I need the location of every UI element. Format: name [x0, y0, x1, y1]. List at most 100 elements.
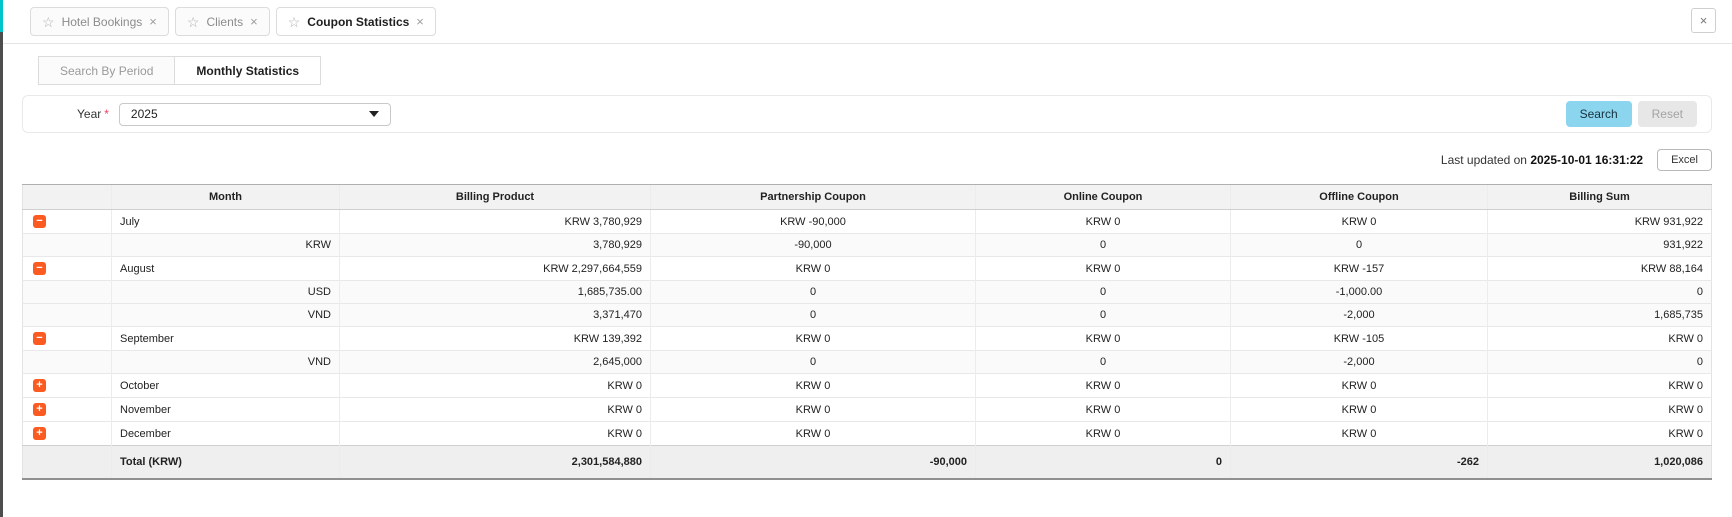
- col-header-billing-product: Billing Product: [339, 184, 651, 210]
- currency-label-cell: VND: [111, 350, 340, 374]
- online-coupon-cell: KRW 0: [975, 209, 1231, 234]
- close-icon[interactable]: ×: [416, 14, 424, 29]
- month-label-cell: December: [111, 421, 340, 446]
- table-row-september: − September KRW 139,392 KRW 0 KRW 0 KRW -105 K…: [22, 326, 1712, 351]
- filter-panel: Year * 2025 Search Reset: [22, 95, 1712, 133]
- col-header-month: Month: [111, 184, 340, 210]
- billing-sum-cell: KRW 88,164: [1487, 256, 1712, 281]
- required-asterisk: *: [104, 107, 109, 121]
- total-row: Total (KRW) 2,301,584,880 -90,000 0 -262…: [22, 445, 1712, 480]
- col-header-toggle: [22, 184, 112, 210]
- billing-sum-cell: KRW 0: [1487, 397, 1712, 422]
- tab-hotel-bookings[interactable]: ☆ Hotel Bookings ×: [30, 7, 169, 36]
- table-row-usd: USD 1,685,735.00 0 0 -1,000.00 0: [22, 280, 1712, 304]
- subtab-monthly-statistics[interactable]: Monthly Statistics: [174, 56, 322, 85]
- star-icon[interactable]: ☆: [287, 13, 301, 30]
- total-offline-coupon-cell: -262: [1230, 445, 1488, 480]
- row-toggle-cell: [22, 280, 112, 304]
- month-label-cell: October: [111, 373, 340, 398]
- year-select-value: 2025: [130, 107, 158, 121]
- expand-plus-icon[interactable]: +: [33, 379, 46, 392]
- online-coupon-cell: 0: [975, 280, 1231, 304]
- billing-product-cell: KRW 2,297,664,559: [339, 256, 651, 281]
- billing-sum-cell: 931,922: [1487, 233, 1712, 257]
- row-toggle-cell: −: [22, 256, 112, 281]
- close-all-tabs-button[interactable]: ×: [1691, 8, 1716, 33]
- collapse-minus-icon[interactable]: −: [33, 262, 46, 275]
- offline-coupon-cell: -2,000: [1230, 303, 1488, 327]
- collapse-minus-icon[interactable]: −: [33, 332, 46, 345]
- subtab-search-by-period[interactable]: Search By Period: [38, 56, 176, 85]
- offline-coupon-cell: 0: [1230, 233, 1488, 257]
- tab-label: Hotel Bookings: [61, 14, 143, 29]
- table-header: Month Billing Product Partnership Coupon…: [22, 184, 1712, 210]
- online-coupon-cell: KRW 0: [975, 373, 1231, 398]
- month-label-cell: August: [111, 256, 340, 281]
- close-icon[interactable]: ×: [149, 14, 157, 29]
- row-toggle-cell: [22, 350, 112, 374]
- tab-clients[interactable]: ☆ Clients ×: [174, 7, 270, 36]
- tab-label: Coupon Statistics: [307, 14, 410, 29]
- billing-product-cell: 2,645,000: [339, 350, 651, 374]
- partnership-coupon-cell: 0: [650, 280, 976, 304]
- total-online-coupon-cell: 0: [975, 445, 1231, 480]
- excel-export-button[interactable]: Excel: [1657, 149, 1712, 171]
- partnership-coupon-cell: KRW 0: [650, 373, 976, 398]
- row-toggle-cell: [22, 303, 112, 327]
- online-coupon-cell: 0: [975, 350, 1231, 374]
- billing-sum-cell: KRW 0: [1487, 421, 1712, 446]
- billing-product-cell: 3,371,470: [339, 303, 651, 327]
- expand-plus-icon[interactable]: +: [33, 427, 46, 440]
- year-label: Year: [77, 107, 102, 121]
- row-toggle-cell: +: [22, 397, 112, 422]
- close-icon[interactable]: ×: [250, 14, 258, 29]
- table-row-august: − August KRW 2,297,664,559 KRW 0 KRW 0 KRW -1…: [22, 256, 1712, 281]
- partnership-coupon-cell: KRW -90,000: [650, 209, 976, 234]
- search-button[interactable]: Search: [1565, 101, 1632, 127]
- total-partnership-coupon-cell: -90,000: [650, 445, 976, 480]
- year-select[interactable]: 2025: [118, 102, 391, 126]
- star-icon[interactable]: ☆: [186, 13, 200, 30]
- col-header-offline-coupon: Offline Coupon: [1230, 184, 1488, 210]
- online-coupon-cell: 0: [975, 303, 1231, 327]
- online-coupon-cell: KRW 0: [975, 326, 1231, 351]
- offline-coupon-cell: KRW -157: [1230, 256, 1488, 281]
- online-coupon-cell: KRW 0: [975, 421, 1231, 446]
- statistics-table: Month Billing Product Partnership Coupon…: [22, 184, 1712, 480]
- partnership-coupon-cell: -90,000: [650, 233, 976, 257]
- billing-product-cell: KRW 139,392: [339, 326, 651, 351]
- online-coupon-cell: KRW 0: [975, 256, 1231, 281]
- table-row-october: + October KRW 0 KRW 0 KRW 0 KRW 0 KRW 0: [22, 373, 1712, 398]
- caret-down-icon: [368, 111, 379, 117]
- billing-product-cell: 3,780,929: [339, 233, 651, 257]
- month-label-cell: July: [111, 209, 340, 234]
- tab-coupon-statistics[interactable]: ☆ Coupon Statistics ×: [275, 7, 436, 36]
- status-row: Last updated on 2025-10-01 16:31:22 Exce…: [22, 149, 1712, 171]
- billing-product-cell: KRW 0: [339, 373, 651, 398]
- table-row-krw: KRW 3,780,929 -90,000 0 0 931,922: [22, 233, 1712, 257]
- row-toggle-cell: +: [22, 373, 112, 398]
- table-row-vnd: VND 2,645,000 0 0 -2,000 0: [22, 350, 1712, 374]
- offline-coupon-cell: KRW 0: [1230, 209, 1488, 234]
- billing-sum-cell: 0: [1487, 280, 1712, 304]
- billing-sum-cell: KRW 931,922: [1487, 209, 1712, 234]
- expand-plus-icon[interactable]: +: [33, 403, 46, 416]
- billing-sum-cell: 1,685,735: [1487, 303, 1712, 327]
- star-icon[interactable]: ☆: [42, 13, 55, 30]
- total-label-cell: Total (KRW): [111, 445, 340, 480]
- billing-sum-cell: 0: [1487, 350, 1712, 374]
- month-label-cell: November: [111, 397, 340, 422]
- offline-coupon-cell: KRW -105: [1230, 326, 1488, 351]
- collapse-minus-icon[interactable]: −: [33, 215, 46, 228]
- tab-bar: ☆ Hotel Bookings × ☆ Clients × ☆ Coupon …: [0, 0, 1732, 44]
- total-billing-product-cell: 2,301,584,880: [339, 445, 651, 480]
- reset-button[interactable]: Reset: [1637, 101, 1697, 127]
- sidebar-accent-mark: [0, 0, 3, 32]
- partnership-coupon-cell: 0: [650, 303, 976, 327]
- currency-label-cell: USD: [111, 280, 340, 304]
- billing-product-cell: KRW 3,780,929: [339, 209, 651, 234]
- table-footer: Total (KRW) 2,301,584,880 -90,000 0 -262…: [22, 445, 1712, 480]
- last-updated-timestamp: 2025-10-01 16:31:22: [1530, 153, 1644, 167]
